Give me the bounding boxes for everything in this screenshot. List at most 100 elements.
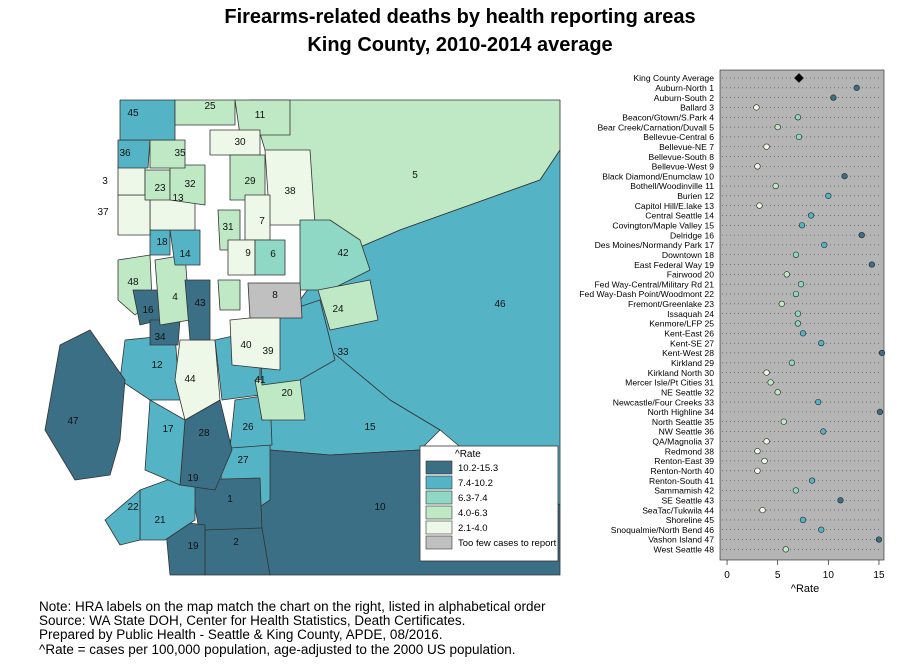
chart-point: [788, 359, 795, 366]
map-hra-label: 43: [194, 298, 206, 309]
map-region-mercer-lower: [217, 279, 241, 311]
chart-point: [853, 84, 860, 91]
chart-point: [809, 477, 816, 484]
map-hra-label: 25: [204, 101, 216, 112]
chart-category-label: East Federal Way 19: [634, 260, 714, 270]
map-hra-label: 24: [332, 304, 344, 315]
chart-category-label: Auburn-South 2: [654, 93, 714, 103]
chart-category-label: Capitol Hill/E.lake 13: [635, 201, 715, 211]
chart-category-label: Bellevue-NE 7: [659, 142, 714, 152]
chart-point: [797, 281, 805, 288]
map-hra-label: 5: [412, 170, 418, 181]
map-hra-label: 47: [67, 416, 79, 427]
chart-category-label: Newcastle/Four Creeks 33: [613, 397, 714, 407]
chart-x-tick-label: 5: [775, 570, 781, 581]
chart-point: [815, 398, 822, 406]
chart-point: [767, 379, 774, 386]
chart-category-label: Bellevue-South 8: [649, 152, 715, 162]
map-region-bothell: [234, 99, 291, 136]
chart-point: [763, 438, 770, 445]
legend-label: 2.1-4.0: [458, 523, 488, 534]
map-hra-label: 34: [154, 332, 166, 343]
map-hra-label: 13: [172, 193, 184, 204]
chart-point: [792, 290, 800, 298]
chart-category-label: Redmond 38: [665, 446, 714, 456]
legend-label: 10.2-15.3: [458, 463, 498, 474]
map-hra-label: 48: [127, 277, 139, 288]
map-hra-label: 6: [270, 249, 276, 260]
chart-category-label: QA/Magnolia 37: [652, 437, 714, 447]
chart-point: [756, 202, 763, 209]
chart-point: [759, 506, 766, 514]
map-region-se-seattle: [184, 279, 211, 341]
map-hra-label: 18: [156, 237, 168, 248]
chart-point: [868, 261, 875, 268]
legend-swatch: [425, 490, 453, 505]
map-region-shoreline: [119, 99, 176, 141]
chart-category-label: Sammamish 42: [654, 486, 714, 496]
chart-point: [876, 408, 884, 415]
chart-points: [753, 73, 886, 553]
map-hra-label: 3: [102, 176, 108, 187]
map-hra-label: 21: [154, 515, 166, 526]
map-hra-label: 36: [119, 148, 131, 159]
legend-items: 10.2-15.3 7.4-10.2 6.3-7.4 4.0-6.3 2.1-4.0 To…: [425, 460, 557, 550]
map-hra-label: 12: [151, 360, 163, 371]
chart-point: [754, 467, 761, 474]
legend-label: Too few cases to report: [458, 538, 557, 549]
map-hra-label: 16: [142, 305, 154, 316]
map-region-bellevue-central: [254, 239, 286, 276]
chart-point: [798, 222, 806, 229]
chart-category-label: Vashon Island 47: [648, 535, 714, 545]
chart-point-average: [794, 73, 804, 83]
footnotes: Note: HRA labels on the map match the ch…: [39, 599, 546, 657]
chart-point: [818, 526, 825, 533]
chart-category-label: Renton-East 39: [654, 456, 714, 466]
chart-point: [820, 428, 827, 435]
chart-category-label: Bellevue-Central 6: [643, 132, 714, 142]
map-hra-label: 26: [242, 422, 254, 433]
chart-x-tick-label: 10: [823, 570, 835, 581]
chart-point: [837, 497, 844, 504]
chart-point: [754, 448, 761, 455]
map-hra-label: 30: [234, 137, 246, 148]
chart-point: [858, 232, 865, 239]
map-hra-label: 42: [337, 248, 349, 259]
chart-x-tick-label: 15: [873, 570, 885, 581]
chart-category-label: Kirkland North 30: [648, 368, 715, 378]
chart-category-label: Issaquah 24: [667, 309, 714, 319]
chart-category-label: Bellevue-West 9: [652, 162, 715, 172]
chart-point: [753, 104, 760, 111]
legend-swatch: [425, 475, 453, 490]
map-hra-label: 35: [174, 148, 186, 159]
chart-point: [821, 241, 828, 249]
chart-point: [818, 340, 825, 347]
map-hra-label: 20: [281, 388, 293, 399]
map-hra-label: 40: [240, 340, 252, 351]
chart-category-label: Beacon/Gtown/S.Park 4: [622, 112, 714, 122]
chart-point: [792, 251, 800, 258]
chart-category-label: Bear Creek/Carnation/Duvall 5: [597, 122, 714, 132]
legend-swatch: [425, 505, 453, 520]
chart-category-label: Burien 12: [677, 191, 714, 201]
map-hra-label: 15: [364, 422, 376, 433]
chart-point: [878, 349, 886, 357]
chart-category-label: NE Seattle 32: [661, 387, 714, 397]
chart-category-label: Covington/Maple Valley 15: [612, 221, 714, 231]
chart-point: [774, 123, 781, 131]
map-hra-label: 17: [162, 424, 174, 435]
chart-point: [761, 457, 768, 465]
chart-point: [841, 173, 848, 180]
chart-category-label: Snoqualmie/North Bend 46: [611, 525, 714, 535]
map-legend: ^Rate 10.2-15.3 7.4-10.2 6.3-7.4 4.0-6.3 2.1…: [419, 445, 559, 562]
chart-point: [830, 94, 837, 101]
chart-point: [794, 320, 802, 327]
map-hra-label: 33: [337, 347, 349, 358]
map-hra-label: 41: [254, 375, 266, 386]
chart-point: [875, 536, 883, 543]
map-region-vashon: [44, 329, 126, 481]
chart-category-label: Fed Way-Dash Point/Woodmont 22: [579, 289, 714, 299]
chart-category-label: North Highline 34: [648, 407, 715, 417]
